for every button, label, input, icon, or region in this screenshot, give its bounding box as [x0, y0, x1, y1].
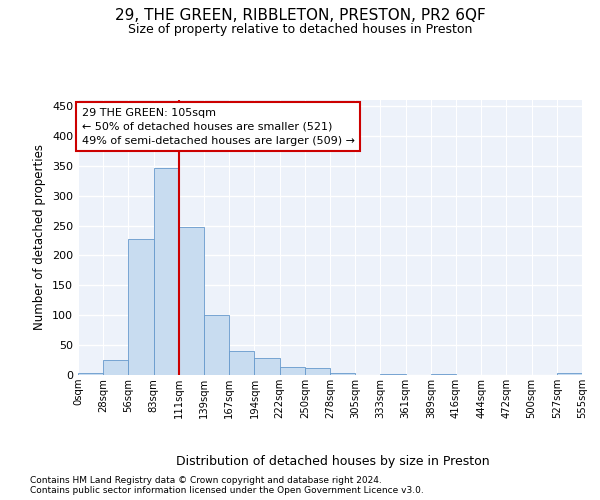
Bar [179, 226, 204, 375]
Text: 29 THE GREEN: 105sqm
← 50% of detached houses are smaller (521)
49% of semi-deta: 29 THE GREEN: 105sqm ← 50% of detached h… [82, 108, 355, 146]
Bar [431, 374, 456, 375]
Bar [305, 368, 330, 375]
Text: Distribution of detached houses by size in Preston: Distribution of detached houses by size … [176, 454, 490, 468]
Y-axis label: Number of detached properties: Number of detached properties [34, 144, 46, 330]
Bar [103, 360, 128, 375]
Text: Size of property relative to detached houses in Preston: Size of property relative to detached ho… [128, 22, 472, 36]
Bar [204, 314, 229, 375]
Bar [229, 351, 254, 375]
Bar [380, 374, 406, 375]
Bar [330, 372, 355, 375]
Text: Contains HM Land Registry data © Crown copyright and database right 2024.: Contains HM Land Registry data © Crown c… [30, 476, 382, 485]
Text: Contains public sector information licensed under the Open Government Licence v3: Contains public sector information licen… [30, 486, 424, 495]
Text: 29, THE GREEN, RIBBLETON, PRESTON, PR2 6QF: 29, THE GREEN, RIBBLETON, PRESTON, PR2 6… [115, 8, 485, 22]
Bar [280, 366, 305, 375]
Bar [557, 373, 582, 375]
Bar [128, 238, 154, 375]
Bar [154, 168, 179, 375]
Bar [78, 373, 103, 375]
Bar [254, 358, 280, 375]
